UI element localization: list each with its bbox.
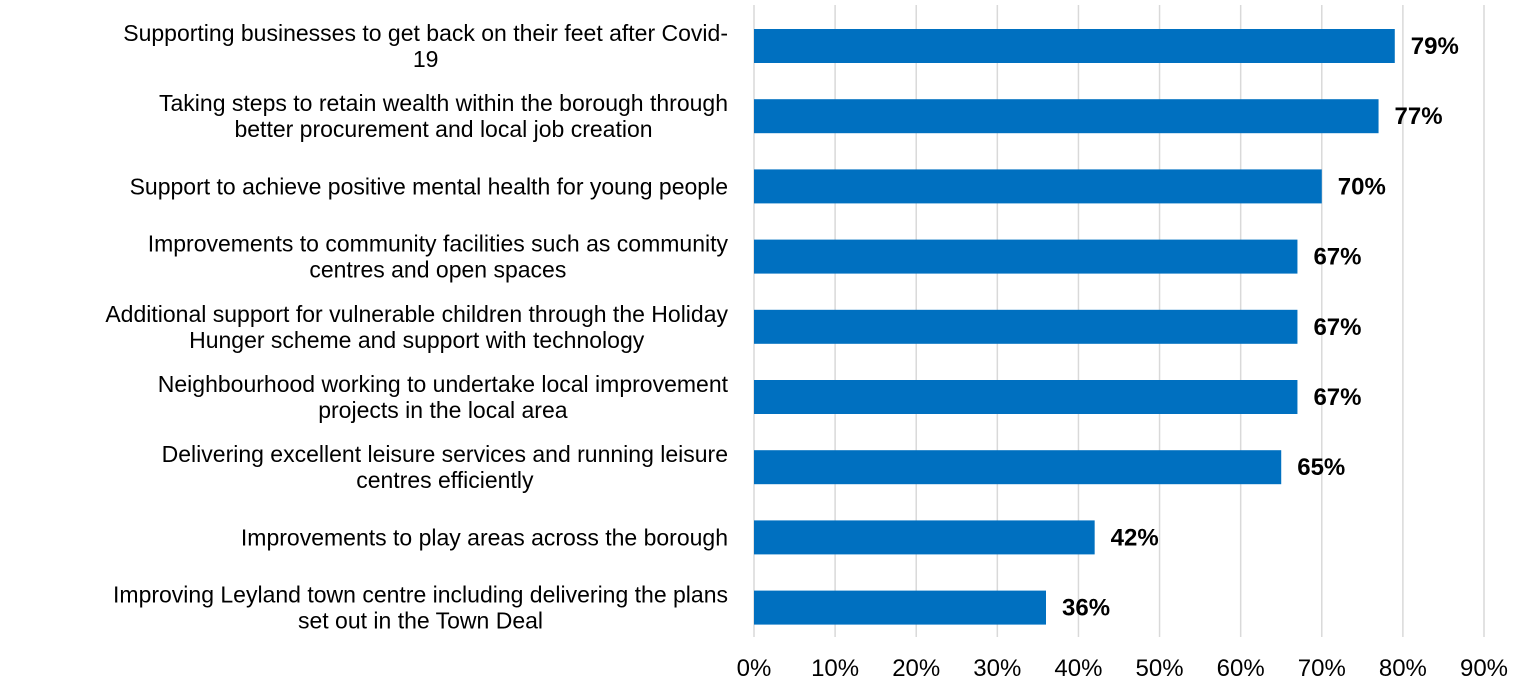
- category-label: Improvements to community facilities suc…: [148, 231, 729, 283]
- category-label-line: Delivering excellent leisure services an…: [162, 441, 728, 467]
- category-label: Improvements to play areas across the bo…: [241, 524, 728, 550]
- bar: [754, 239, 1298, 274]
- category-label-line: Neighbourhood working to undertake local…: [158, 371, 729, 397]
- category-label-line: set out in the Town Deal: [298, 608, 543, 634]
- category-label-line: Hunger scheme and support with technolog…: [189, 327, 645, 353]
- bar: [754, 29, 1395, 63]
- x-tick-label: 60%: [1217, 655, 1265, 682]
- bars: [754, 29, 1395, 625]
- category-label: Supporting businesses to get back on the…: [123, 20, 728, 72]
- category-label-line: centres efficiently: [356, 467, 534, 493]
- category-label-line: Supporting businesses to get back on the…: [123, 20, 728, 46]
- data-label: 67%: [1313, 314, 1361, 341]
- x-tick-label: 70%: [1298, 655, 1346, 682]
- x-tick-label: 30%: [973, 655, 1021, 682]
- category-label: Improving Leyland town centre including …: [113, 582, 728, 634]
- x-tick-label: 50%: [1136, 655, 1184, 682]
- category-label-line: projects in the local area: [318, 397, 568, 423]
- category-label-line: 19: [413, 46, 439, 72]
- category-label: Additional support for vulnerable childr…: [105, 301, 728, 353]
- category-label-line: Improvements to community facilities suc…: [148, 231, 729, 257]
- bar: [754, 590, 1046, 625]
- data-label: 79%: [1411, 33, 1459, 60]
- data-label: 77%: [1395, 103, 1443, 130]
- x-tick-label: 80%: [1379, 655, 1427, 682]
- category-labels: Supporting businesses to get back on the…: [105, 20, 728, 634]
- bar: [754, 309, 1298, 344]
- x-tick-label: 90%: [1460, 655, 1508, 682]
- bar: [754, 520, 1095, 555]
- category-label: Neighbourhood working to undertake local…: [158, 371, 729, 423]
- x-tick-label: 40%: [1054, 655, 1102, 682]
- category-label: Support to achieve positive mental healt…: [130, 173, 728, 199]
- data-label: 70%: [1338, 173, 1386, 200]
- category-label-line: better procurement and local job creatio…: [234, 116, 652, 142]
- data-label: 65%: [1297, 454, 1345, 481]
- x-tick-label: 20%: [892, 655, 940, 682]
- bar: [754, 169, 1322, 204]
- category-label-line: Improving Leyland town centre including …: [113, 582, 728, 608]
- data-label: 36%: [1062, 595, 1110, 622]
- data-label: 67%: [1313, 244, 1361, 271]
- x-tick-label: 10%: [811, 655, 859, 682]
- category-label-line: Taking steps to retain wealth within the…: [159, 90, 728, 116]
- x-tick-label: 0%: [737, 655, 772, 682]
- category-label-line: Improvements to play areas across the bo…: [241, 524, 728, 550]
- category-label: Delivering excellent leisure services an…: [162, 441, 728, 493]
- category-label-line: Additional support for vulnerable childr…: [105, 301, 728, 327]
- category-label-line: centres and open spaces: [309, 257, 566, 283]
- data-label: 67%: [1313, 384, 1361, 411]
- bar: [754, 99, 1379, 134]
- data-label: 42%: [1111, 524, 1159, 551]
- category-label: Taking steps to retain wealth within the…: [159, 90, 728, 142]
- bar: [754, 380, 1298, 414]
- category-label-line: Support to achieve positive mental healt…: [130, 173, 728, 199]
- x-axis-tick-labels: 0% 10% 20% 30% 40% 50% 60% 70% 80% 90%: [737, 655, 1508, 682]
- bar: [754, 450, 1282, 485]
- data-labels: 79% 77% 70% 67% 67% 67% 65% 42% 36%: [1062, 33, 1459, 622]
